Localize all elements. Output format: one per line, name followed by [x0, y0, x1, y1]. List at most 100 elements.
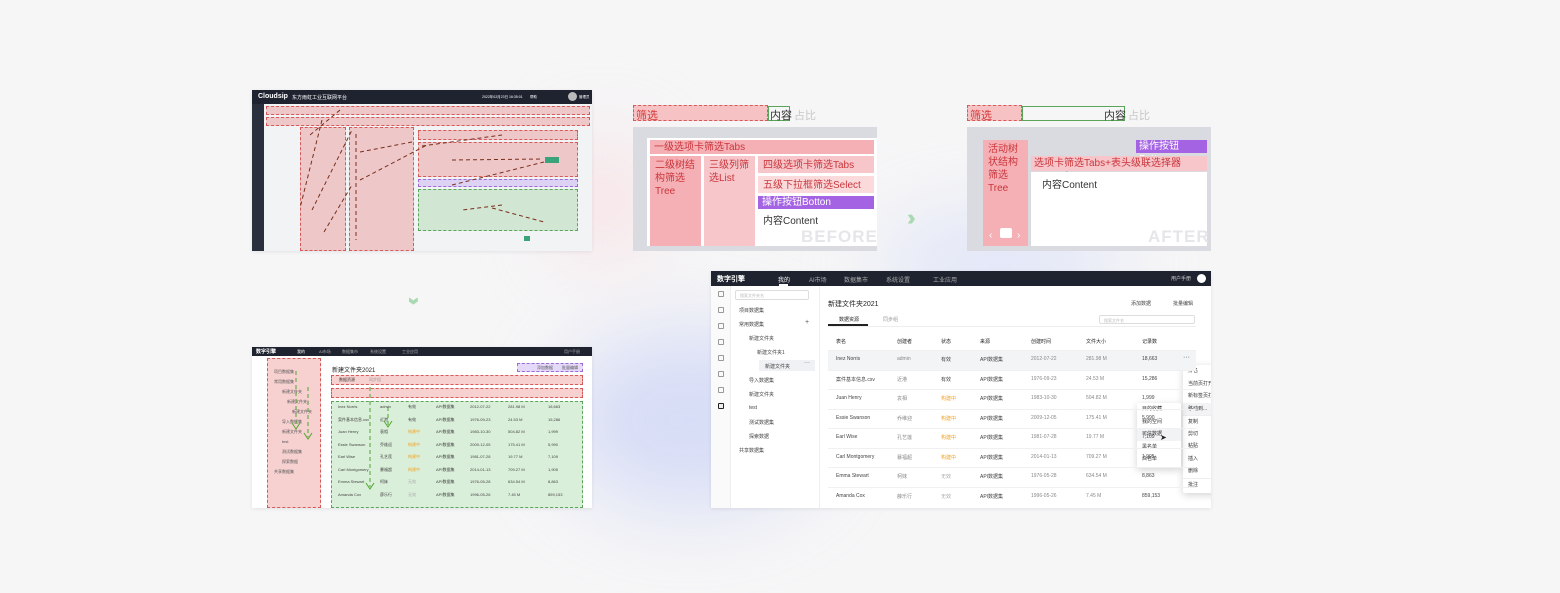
- nav-item-settings[interactable]: 系统设置: [370, 349, 386, 354]
- table-cell: 无效: [408, 491, 416, 497]
- nav-item-industry[interactable]: 工业应用: [402, 349, 418, 354]
- context-menu-item[interactable]: 当前页打开: [1188, 380, 1211, 387]
- column-header[interactable]: 状态: [941, 339, 952, 345]
- table-cell[interactable]: Amanda Cox: [836, 492, 865, 499]
- table-cell: 乔维迎: [897, 415, 913, 422]
- tree-item[interactable]: 探索数据: [282, 459, 298, 464]
- context-menu-item[interactable]: 复制: [1183, 415, 1211, 428]
- table-cell: 案件基本信息.csv: [338, 416, 370, 422]
- context-menu-item[interactable]: 新标签页打开: [1188, 393, 1211, 399]
- column-header[interactable]: 文件大小: [1086, 339, 1107, 345]
- table-cell[interactable]: Juan Henry: [836, 395, 862, 401]
- add-data-button[interactable]: 添加数据: [537, 365, 553, 370]
- row-divider: [828, 408, 1196, 410]
- table-search-input[interactable]: 搜索文件名: [1099, 315, 1195, 324]
- report-icon[interactable]: [718, 371, 724, 377]
- old-ui-query-button[interactable]: [545, 157, 559, 163]
- tree-item-shared[interactable]: 共享数据集: [739, 448, 765, 454]
- table-cell: 24.53 M: [508, 416, 523, 422]
- calendar-icon[interactable]: [718, 403, 724, 409]
- column-header[interactable]: 来源: [980, 339, 991, 345]
- table-cell: 薛乐行: [380, 491, 392, 497]
- nav-item-mine[interactable]: 我的: [297, 349, 305, 354]
- tree-item-testdata[interactable]: 测试数据集: [749, 420, 775, 426]
- tree-item[interactable]: 项目数据集: [274, 369, 294, 374]
- tab-data[interactable]: 数据资源: [339, 377, 355, 382]
- context-menu-item[interactable]: 粘贴: [1188, 443, 1199, 449]
- column-header[interactable]: 表名: [836, 339, 847, 345]
- add-folder-icon[interactable]: +: [805, 319, 810, 326]
- table-cell[interactable]: 案件基本信息.csv: [836, 376, 875, 383]
- submenu-item[interactable]: 可信数据: [1137, 428, 1181, 441]
- table-icon[interactable]: [718, 323, 724, 329]
- tree-item-explore[interactable]: 探索数据: [749, 434, 770, 440]
- tree-item-import[interactable]: 导入数据集: [749, 378, 775, 384]
- avatar[interactable]: [568, 92, 577, 101]
- table-cell: 634.54 M: [508, 479, 525, 484]
- tree-item[interactable]: 新建文件夹1: [287, 399, 310, 404]
- nav-item-ai[interactable]: AI市场: [809, 278, 827, 284]
- tree-item[interactable]: 新建文件夹: [282, 429, 302, 434]
- chart-icon[interactable]: [718, 355, 724, 361]
- table-cell[interactable]: Emma Stewart: [836, 473, 869, 479]
- row-divider: [828, 389, 1196, 390]
- context-menu-item[interactable]: 排名: [1188, 368, 1199, 374]
- tab-sync[interactable]: 同步组: [883, 317, 899, 323]
- submenu-item[interactable]: 黑名单: [1142, 443, 1158, 450]
- old-ui-page-1[interactable]: [524, 236, 530, 241]
- tree-item[interactable]: 导入数据集: [282, 419, 302, 424]
- tree-item-common[interactable]: 常用数据集: [739, 322, 765, 328]
- tree-item[interactable]: 新建文件夹: [292, 409, 312, 414]
- grid-icon[interactable]: [718, 307, 724, 313]
- nav-item-industry[interactable]: 工业应用: [933, 278, 958, 284]
- batch-edit-button[interactable]: 批量编辑: [1173, 301, 1194, 307]
- tree-item-folder1[interactable]: 新建文件夹1: [757, 350, 785, 356]
- tree-item[interactable]: test: [282, 439, 289, 444]
- tree-item-folder[interactable]: 新建文件夹: [749, 336, 775, 342]
- avatar[interactable]: [1197, 274, 1206, 283]
- home-icon[interactable]: [718, 291, 724, 297]
- row-divider: [828, 467, 1196, 468]
- tree-item-test[interactable]: test: [749, 405, 758, 411]
- tree-item[interactable]: 测试数据集: [282, 449, 302, 454]
- nav-item-settings[interactable]: 系统设置: [886, 278, 911, 284]
- submenu-item[interactable]: 我的空间: [1142, 418, 1163, 425]
- tree-item-newfolder[interactable]: 新建文件夹: [749, 392, 775, 398]
- column-header[interactable]: 记录数: [1142, 339, 1158, 345]
- nav-item-mine[interactable]: 我的: [778, 278, 791, 284]
- context-menu-item[interactable]: 移动到...: [1183, 402, 1211, 415]
- context-menu-item[interactable]: 剪切: [1188, 430, 1199, 437]
- table-cell: 构建中: [408, 441, 420, 447]
- user-manual[interactable]: 用户手册: [1171, 276, 1192, 282]
- tree-search-input[interactable]: 搜索文件夹名: [735, 290, 809, 300]
- old-ui-help: 帮助: [530, 95, 537, 99]
- tab-data[interactable]: 数据资源: [839, 317, 860, 323]
- table-cell[interactable]: Carl Montgomery: [836, 453, 875, 460]
- table-cell[interactable]: Essie Swanson: [836, 414, 871, 421]
- table-cell[interactable]: Earl Wise: [836, 434, 858, 440]
- nav-item-ai[interactable]: AI市场: [319, 349, 331, 354]
- user-manual[interactable]: 用户手册: [564, 349, 580, 354]
- tree-item-folder-active[interactable]: 新建文件夹: [765, 364, 791, 370]
- column-header[interactable]: 创建者: [897, 339, 913, 345]
- tree-item-project[interactable]: 项目数据集: [739, 308, 765, 314]
- column-header[interactable]: 创建时间: [1031, 339, 1052, 345]
- context-menu-item[interactable]: 插入: [1188, 455, 1199, 462]
- tab-sync[interactable]: 同步组: [369, 377, 381, 382]
- context-menu-item[interactable]: 删除: [1188, 468, 1199, 474]
- row-more-icon[interactable]: ···: [1183, 354, 1190, 361]
- more-icon[interactable]: ···: [804, 360, 810, 366]
- batch-edit-button[interactable]: 批量编辑: [562, 365, 578, 370]
- list-icon[interactable]: [718, 387, 724, 393]
- add-data-button[interactable]: 添加数据: [1131, 301, 1152, 307]
- table-cell: 18,663: [1142, 356, 1158, 362]
- nav-item-data[interactable]: 数据集市: [844, 278, 869, 284]
- tree-item[interactable]: 共享数据集: [274, 469, 294, 474]
- tree-item[interactable]: 常用数据集: [274, 379, 294, 384]
- submenu-item[interactable]: 白名单: [1142, 456, 1158, 462]
- model-icon[interactable]: [718, 339, 724, 345]
- nav-item-data[interactable]: 数据集市: [342, 349, 358, 354]
- table-cell[interactable]: Inez Norris: [836, 356, 861, 362]
- context-menu-item[interactable]: 批注: [1183, 477, 1211, 491]
- tree-item[interactable]: 新建文件夹: [282, 389, 302, 394]
